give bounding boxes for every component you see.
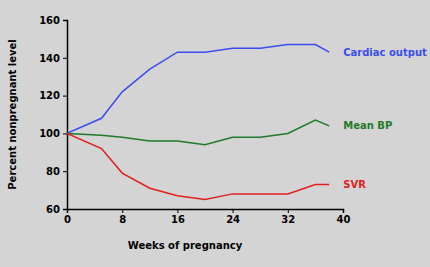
y-tick-label: 160 xyxy=(39,15,60,26)
series-label: SVR xyxy=(343,179,366,190)
x-tick-label: 32 xyxy=(281,214,295,225)
x-tick-label: 40 xyxy=(337,214,351,225)
series-line xyxy=(67,45,329,134)
y-axis-title: Percent nonpregnant level xyxy=(7,39,18,189)
y-tick: 160 xyxy=(39,15,67,26)
y-tick-label: 140 xyxy=(39,53,60,64)
x-tick-mark xyxy=(233,209,234,213)
y-tick-mark xyxy=(63,209,67,210)
chart: 0 8 16 24 32 40 60 80 100 120 140 160 Cardiac output… xyxy=(0,0,430,267)
y-tick-mark xyxy=(63,133,67,134)
y-tick-mark xyxy=(63,20,67,21)
y-axis: 60 80 100 120 140 160 xyxy=(39,15,67,215)
series-group xyxy=(67,45,329,200)
x-tick: 40 xyxy=(337,209,351,225)
y-tick: 80 xyxy=(46,166,67,177)
y-tick-mark xyxy=(63,58,67,59)
x-axis: 0 8 16 24 32 40 xyxy=(64,209,350,225)
x-tick-mark xyxy=(288,209,289,213)
x-axis-title: Weeks of pregnancy xyxy=(128,240,243,251)
series-label: Cardiac output xyxy=(343,47,427,58)
x-tick-mark xyxy=(343,209,344,213)
x-tick-label: 16 xyxy=(171,214,185,225)
x-tick-label: 24 xyxy=(226,214,240,225)
x-tick: 0 xyxy=(64,209,71,225)
plot: 0 8 16 24 32 40 60 80 100 120 140 160 Cardiac output… xyxy=(39,15,427,225)
y-axis-line xyxy=(63,21,68,210)
x-tick-label: 0 xyxy=(64,214,71,225)
y-tick-label: 120 xyxy=(39,90,60,101)
x-axis-line xyxy=(68,210,344,214)
y-tick-label: 80 xyxy=(46,166,60,177)
y-tick-mark xyxy=(63,96,67,97)
series-label: Mean BP xyxy=(343,120,392,131)
x-tick: 16 xyxy=(171,209,185,225)
y-tick: 120 xyxy=(39,90,67,101)
x-tick-mark xyxy=(177,209,178,213)
x-tick: 8 xyxy=(119,209,126,225)
y-tick-mark xyxy=(63,171,67,172)
y-tick: 60 xyxy=(46,204,67,215)
y-tick: 100 xyxy=(39,128,67,139)
y-tick-label: 100 xyxy=(39,128,60,139)
x-tick: 32 xyxy=(281,209,295,225)
x-tick-mark xyxy=(122,209,123,213)
series-line xyxy=(67,120,329,145)
x-tick: 24 xyxy=(226,209,240,225)
y-tick-label: 60 xyxy=(46,204,60,215)
series-line xyxy=(67,133,329,199)
y-tick: 140 xyxy=(39,53,67,64)
x-tick-label: 8 xyxy=(119,214,126,225)
